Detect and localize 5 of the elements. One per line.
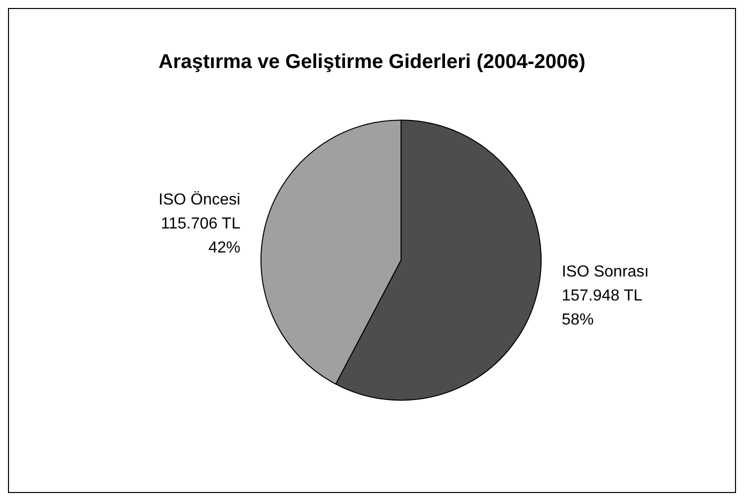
chart-title: Araştırma ve Geliştirme Giderleri (2004-2006): [158, 51, 586, 73]
slice-label: ISO Sonrası: [562, 264, 649, 281]
data-label: 157.948 TL 58%: [562, 288, 642, 329]
data-label: 115.706 TL 42%: [160, 216, 240, 257]
slice-label: ISO Öncesi: [158, 190, 240, 209]
